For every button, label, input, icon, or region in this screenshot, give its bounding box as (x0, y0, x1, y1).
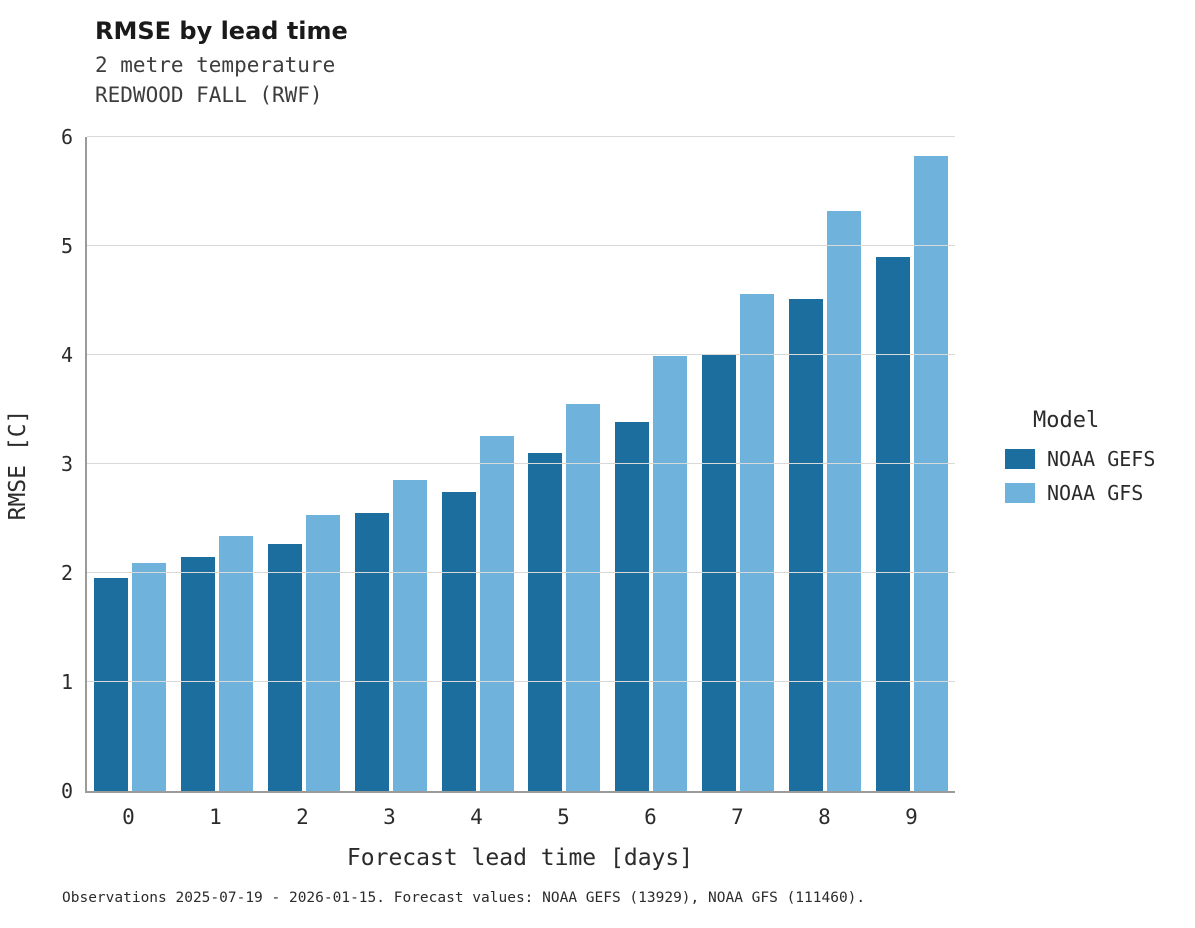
bar-noaa-gefs (875, 256, 910, 791)
bar-noaa-gfs (913, 155, 948, 791)
bar-noaa-gfs (219, 535, 254, 791)
y-tick-label: 5 (60, 234, 73, 258)
x-axis-title: Forecast lead time [days] (346, 845, 694, 871)
legend-item-noaa-gefs: NOAA GEFS (1005, 447, 1155, 471)
y-tick-label: 3 (60, 452, 73, 476)
legend-swatch-noaa-gefs (1005, 449, 1035, 469)
x-tick-label: 7 (731, 805, 744, 829)
bar-group-lead-3 (347, 137, 434, 791)
gridline (87, 245, 955, 246)
bar-noaa-gfs (566, 404, 601, 791)
bar-group-lead-6 (608, 137, 695, 791)
legend: Model NOAA GEFS NOAA GFS (1005, 408, 1155, 515)
bar-noaa-gefs (528, 453, 563, 791)
gridline (87, 463, 955, 464)
x-tick-row: 0 1 2 3 4 5 6 7 8 9 (85, 805, 955, 829)
x-tick-label: 9 (905, 805, 918, 829)
bar-noaa-gefs (94, 578, 129, 791)
chart-subtitle-station: REDWOOD FALL (RWF) (95, 83, 323, 107)
bar-noaa-gefs (441, 492, 476, 791)
bar-noaa-gefs (788, 299, 823, 791)
bar-group-lead-2 (261, 137, 348, 791)
bar-noaa-gfs (739, 293, 774, 791)
bar-noaa-gefs (267, 543, 302, 791)
gridline (87, 681, 955, 682)
bar-noaa-gfs (479, 435, 514, 791)
bar-group-lead-0 (87, 137, 174, 791)
bar-group-lead-8 (781, 137, 868, 791)
y-tick-label: 2 (60, 561, 73, 585)
legend-label-noaa-gefs: NOAA GEFS (1047, 447, 1156, 471)
gridline (87, 572, 955, 573)
bar-noaa-gefs (354, 513, 389, 791)
x-tick-label: 3 (383, 805, 396, 829)
legend-item-noaa-gfs: NOAA GFS (1005, 481, 1155, 505)
x-tick-label: 5 (557, 805, 570, 829)
bar-noaa-gefs (615, 421, 650, 791)
x-tick-label: 1 (209, 805, 222, 829)
y-tick-label: 6 (60, 125, 73, 149)
y-tick-label: 4 (60, 343, 73, 367)
x-tick-label: 4 (470, 805, 483, 829)
y-tick-label: 0 (60, 779, 73, 803)
bar-noaa-gfs (305, 515, 340, 791)
x-tick-label: 6 (644, 805, 657, 829)
chart-title: RMSE by lead time (95, 17, 348, 45)
caption: Observations 2025-07-19 - 2026-01-15. Fo… (62, 890, 866, 906)
bar-group-lead-9 (868, 137, 955, 791)
bar-noaa-gfs (826, 211, 861, 791)
x-tick-label: 0 (122, 805, 135, 829)
bar-group-lead-7 (695, 137, 782, 791)
legend-label-noaa-gfs: NOAA GFS (1047, 481, 1144, 505)
bar-noaa-gfs (132, 563, 167, 791)
legend-swatch-noaa-gfs (1005, 483, 1035, 503)
legend-title: Model (1033, 408, 1100, 433)
y-tick-label: 1 (60, 670, 73, 694)
bar-noaa-gefs (181, 556, 216, 791)
x-tick-label: 2 (296, 805, 309, 829)
bar-groups (87, 137, 955, 791)
plot-area: 0 1 2 3 4 5 6 (61, 125, 955, 803)
bar-noaa-gfs (392, 480, 427, 791)
bar-group-lead-5 (521, 137, 608, 791)
bar-group-lead-1 (174, 137, 261, 791)
y-axis-title: RMSE [C] (5, 409, 31, 521)
gridline (87, 354, 955, 355)
chart-subtitle-variable: 2 metre temperature (95, 53, 336, 77)
gridline (87, 136, 955, 137)
x-tick-label: 8 (818, 805, 831, 829)
bar-noaa-gfs (653, 356, 688, 791)
bar-group-lead-4 (434, 137, 521, 791)
